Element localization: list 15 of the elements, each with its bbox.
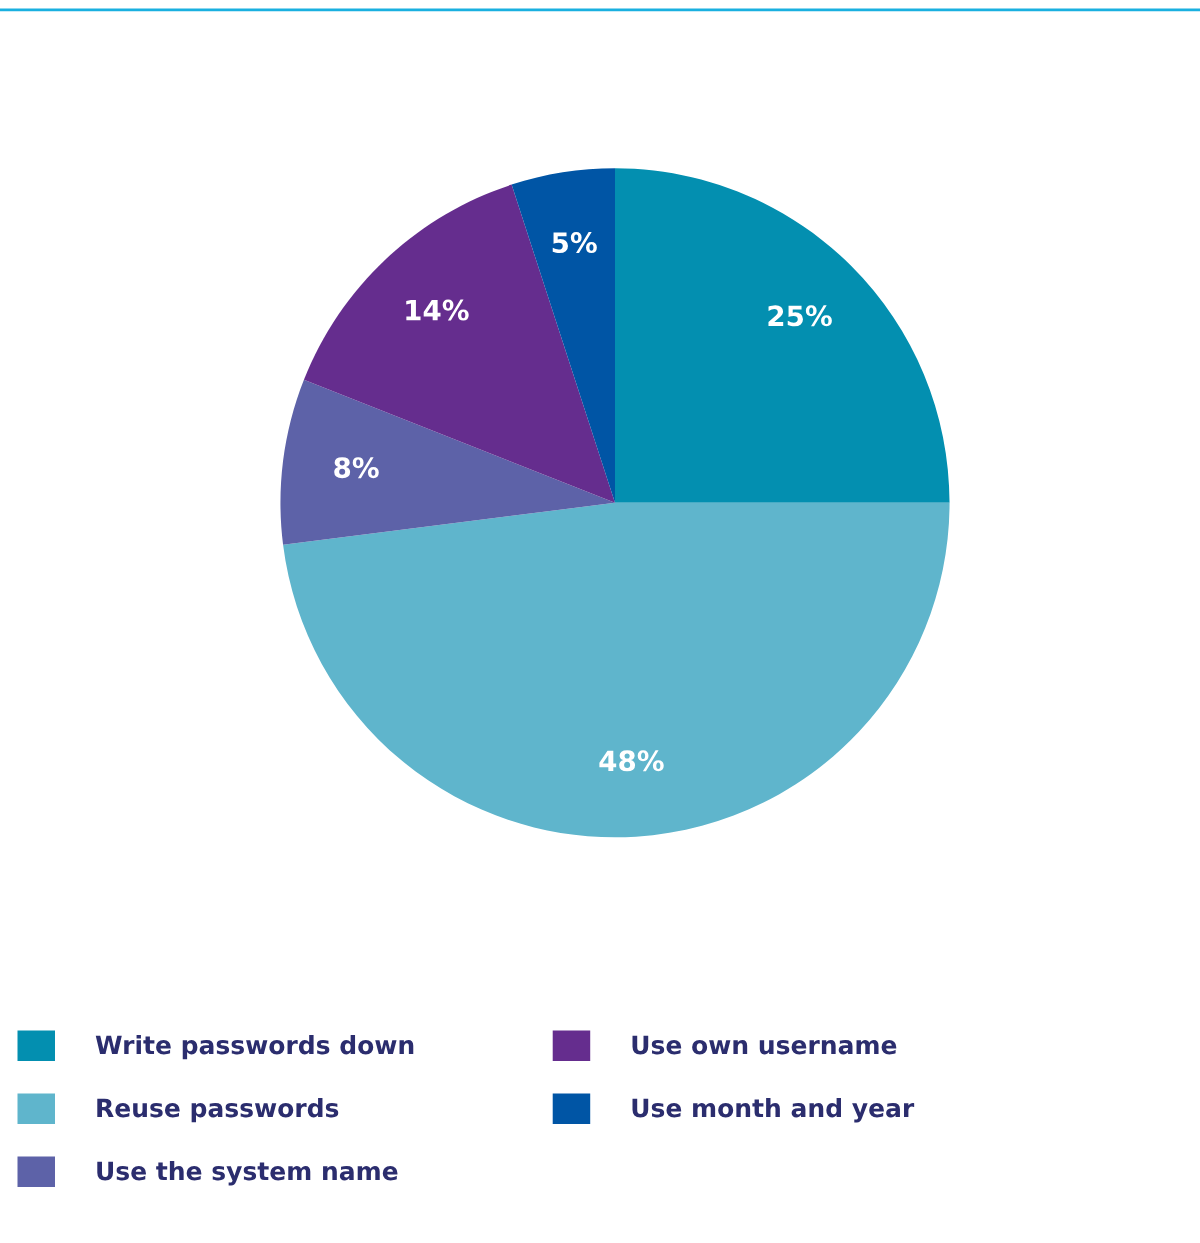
data-label: 48% <box>599 750 664 772</box>
data-label: 8% <box>334 457 379 479</box>
legend-label: Use own username <box>632 1035 897 1055</box>
data-label: 25% <box>768 305 832 327</box>
pie-slice <box>511 168 615 503</box>
pie-slice <box>615 168 950 503</box>
pie-slice <box>303 184 615 503</box>
pie-slice <box>280 379 615 545</box>
pie-slice <box>283 502 950 838</box>
legend-label: Use month and year <box>632 1098 915 1123</box>
data-label: 14% <box>406 299 469 321</box>
legend-label: Write passwords down <box>95 1035 414 1060</box>
data-label: 5% <box>552 232 597 254</box>
legend-label: Use the system name <box>97 1161 398 1186</box>
legend-label: Reuse passwords <box>97 1098 339 1123</box>
